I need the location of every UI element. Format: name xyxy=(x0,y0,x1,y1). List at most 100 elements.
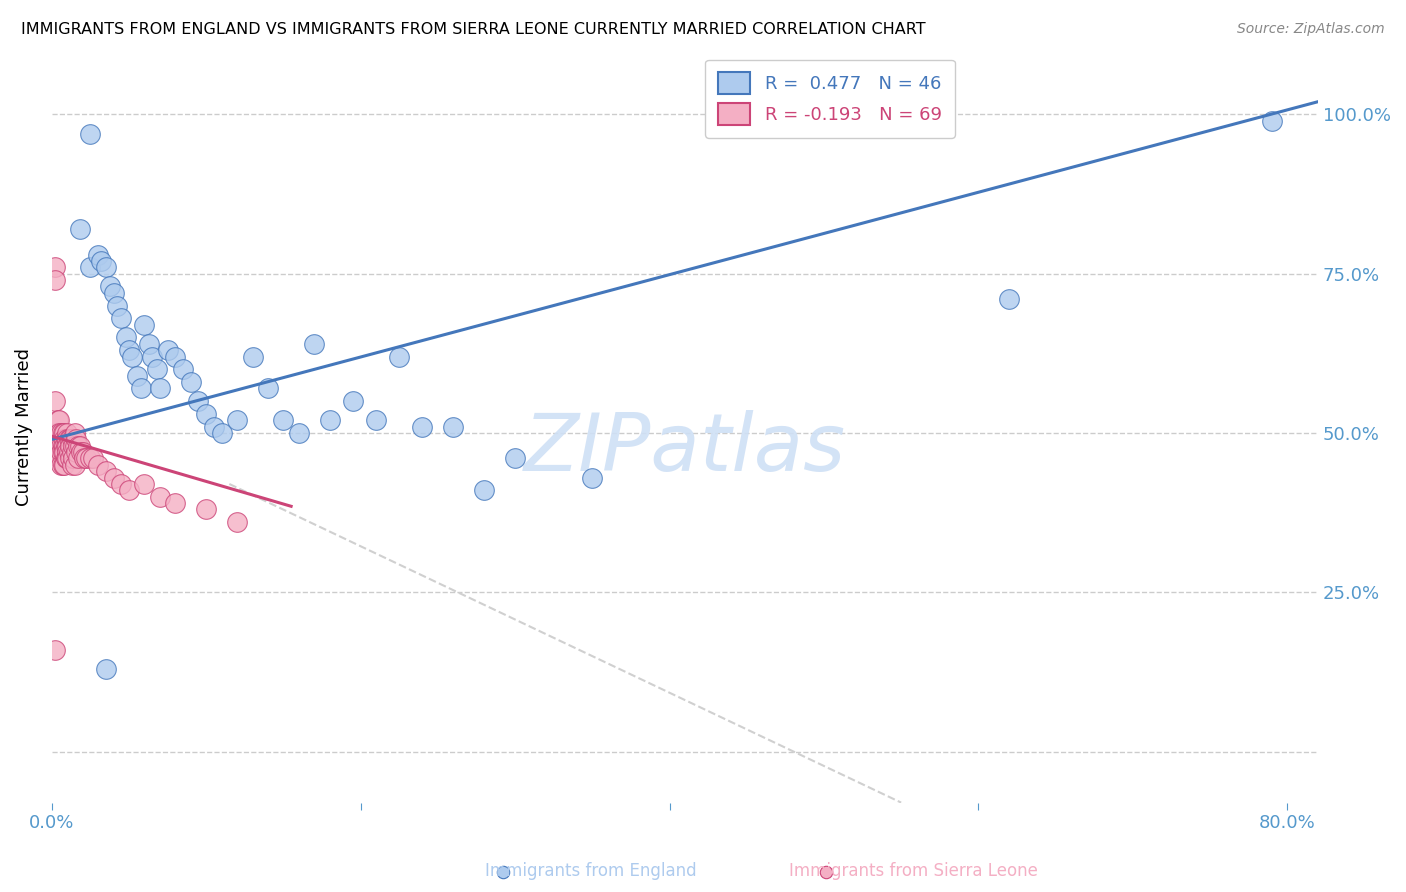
Point xyxy=(49,425,72,440)
Point xyxy=(121,350,143,364)
Point xyxy=(226,515,249,529)
Point xyxy=(441,419,464,434)
Point xyxy=(45,425,67,440)
Point xyxy=(53,433,76,447)
Point xyxy=(90,254,112,268)
Text: IMMIGRANTS FROM ENGLAND VS IMMIGRANTS FROM SIERRA LEONE CURRENTLY MARRIED CORREL: IMMIGRANTS FROM ENGLAND VS IMMIGRANTS FR… xyxy=(21,22,925,37)
Point xyxy=(79,127,101,141)
Point xyxy=(56,425,79,440)
Text: Immigrants from Sierra Leone: Immigrants from Sierra Leone xyxy=(789,862,1039,880)
Point xyxy=(65,433,87,447)
Point xyxy=(105,299,128,313)
Point xyxy=(72,445,94,459)
Point xyxy=(288,425,311,440)
Point xyxy=(63,425,86,440)
Point xyxy=(156,343,179,358)
Point xyxy=(51,425,73,440)
Point xyxy=(125,368,148,383)
Point xyxy=(55,433,77,447)
Point xyxy=(110,311,132,326)
Point xyxy=(70,445,93,459)
Point xyxy=(69,222,91,236)
Legend: R =  0.477   N = 46, R = -0.193   N = 69: R = 0.477 N = 46, R = -0.193 N = 69 xyxy=(706,60,955,138)
Point xyxy=(138,336,160,351)
Point xyxy=(103,285,125,300)
Point xyxy=(304,336,326,351)
Point xyxy=(53,425,76,440)
Point xyxy=(87,247,110,261)
Point xyxy=(100,279,122,293)
Point xyxy=(342,394,364,409)
Point xyxy=(59,433,82,447)
Point xyxy=(46,413,69,427)
Point xyxy=(211,425,233,440)
Point xyxy=(103,470,125,484)
Point xyxy=(94,662,117,676)
Point xyxy=(131,381,153,395)
Point xyxy=(118,343,141,358)
Point xyxy=(134,477,156,491)
Point xyxy=(56,439,79,453)
Point xyxy=(202,419,225,434)
Text: Immigrants from England: Immigrants from England xyxy=(485,862,696,880)
Point xyxy=(172,362,194,376)
Point xyxy=(180,375,202,389)
Point xyxy=(195,407,218,421)
Point xyxy=(319,413,342,427)
Point xyxy=(55,451,77,466)
Point xyxy=(44,260,66,275)
Point xyxy=(58,445,80,459)
Point xyxy=(66,451,89,466)
Point xyxy=(94,464,117,478)
Point xyxy=(75,451,97,466)
Point xyxy=(62,451,84,466)
Point xyxy=(58,433,80,447)
Point xyxy=(59,451,82,466)
Point xyxy=(56,433,79,447)
Point xyxy=(53,445,76,459)
Point xyxy=(115,330,138,344)
Point xyxy=(73,451,96,466)
Point xyxy=(60,433,83,447)
Point xyxy=(492,865,515,880)
Point xyxy=(79,451,101,466)
Point xyxy=(48,413,70,427)
Point xyxy=(66,439,89,453)
Point xyxy=(1261,113,1284,128)
Point xyxy=(65,445,87,459)
Point xyxy=(149,490,172,504)
Point xyxy=(411,419,433,434)
Point xyxy=(51,439,73,453)
Point xyxy=(145,362,167,376)
Point xyxy=(69,439,91,453)
Point xyxy=(44,273,66,287)
Point xyxy=(45,439,67,453)
Point xyxy=(149,381,172,395)
Text: Source: ZipAtlas.com: Source: ZipAtlas.com xyxy=(1237,22,1385,37)
Point xyxy=(59,439,82,453)
Y-axis label: Currently Married: Currently Married xyxy=(15,348,32,506)
Point xyxy=(56,445,79,459)
Point xyxy=(48,451,70,466)
Point xyxy=(118,483,141,498)
Point xyxy=(51,458,73,472)
Point xyxy=(48,439,70,453)
Point xyxy=(87,458,110,472)
Point xyxy=(165,350,187,364)
Point xyxy=(44,394,66,409)
Point xyxy=(62,439,84,453)
Point xyxy=(82,451,104,466)
Point xyxy=(273,413,295,427)
Point xyxy=(187,394,209,409)
Point xyxy=(94,260,117,275)
Point xyxy=(364,413,387,427)
Point xyxy=(503,451,526,466)
Point xyxy=(46,425,69,440)
Point xyxy=(79,260,101,275)
Point xyxy=(49,458,72,472)
Point xyxy=(110,477,132,491)
Point xyxy=(165,496,187,510)
Point xyxy=(55,439,77,453)
Point xyxy=(60,445,83,459)
Point xyxy=(63,458,86,472)
